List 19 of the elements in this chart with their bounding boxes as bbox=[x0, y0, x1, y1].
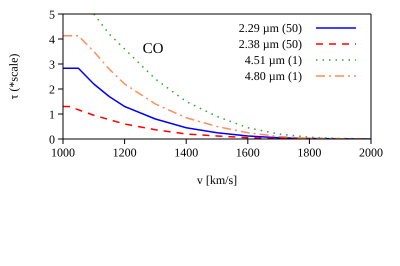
y-tick-label: 4 bbox=[49, 32, 55, 46]
x-tick-label: 1800 bbox=[297, 146, 322, 160]
annotation: CO bbox=[142, 41, 164, 57]
x-tick-label: 2000 bbox=[359, 146, 383, 160]
legend-label: 4.51 µm (1) bbox=[244, 52, 302, 68]
y-axis-title: τ (*scale) bbox=[6, 54, 20, 100]
x-tick-label: 1000 bbox=[51, 146, 75, 160]
legend-label: 2.29 µm (50) bbox=[238, 20, 302, 36]
legend-label: 2.38 µm (50) bbox=[238, 36, 302, 52]
y-tick-label: 3 bbox=[49, 57, 55, 72]
x-axis-title: v [km/s] bbox=[196, 173, 238, 187]
x-tick-label: 1200 bbox=[112, 146, 137, 160]
x-tick-label: 1400 bbox=[174, 146, 198, 160]
y-tick-label: 1 bbox=[49, 107, 55, 122]
y-tick-label: 0 bbox=[49, 132, 55, 146]
y-tick-label: 2 bbox=[49, 82, 55, 96]
legend-label: 4.80 µm (1) bbox=[244, 68, 302, 84]
x-tick-label: 1600 bbox=[236, 146, 260, 160]
y-tick-label: 5 bbox=[49, 7, 55, 22]
